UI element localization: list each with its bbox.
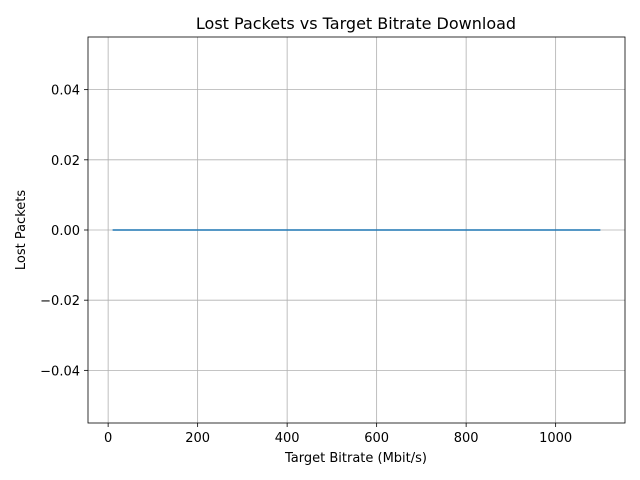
x-axis-label: Target Bitrate (Mbit/s) — [284, 451, 427, 466]
y-tick-label: 0.04 — [51, 84, 80, 99]
x-tick-label: 400 — [275, 431, 300, 446]
chart-title: Lost Packets vs Target Bitrate Download — [196, 14, 516, 33]
x-tick-label: 1000 — [539, 431, 572, 446]
x-tick-label: 600 — [364, 431, 389, 446]
y-axis-label: Lost Packets — [14, 190, 29, 270]
y-tick-label: 0.02 — [51, 154, 80, 169]
x-tick-label: 0 — [104, 431, 112, 446]
y-tick-label: 0.00 — [51, 224, 80, 239]
ticks: 0 200 400 600 800 1000 −0.04 −0.02 0.00 0.02 0.04 — [40, 84, 572, 446]
y-tick-label: −0.02 — [40, 294, 80, 309]
x-tick-label: 800 — [454, 431, 479, 446]
y-tick-label: −0.04 — [40, 364, 80, 379]
x-tick-label: 200 — [185, 431, 210, 446]
